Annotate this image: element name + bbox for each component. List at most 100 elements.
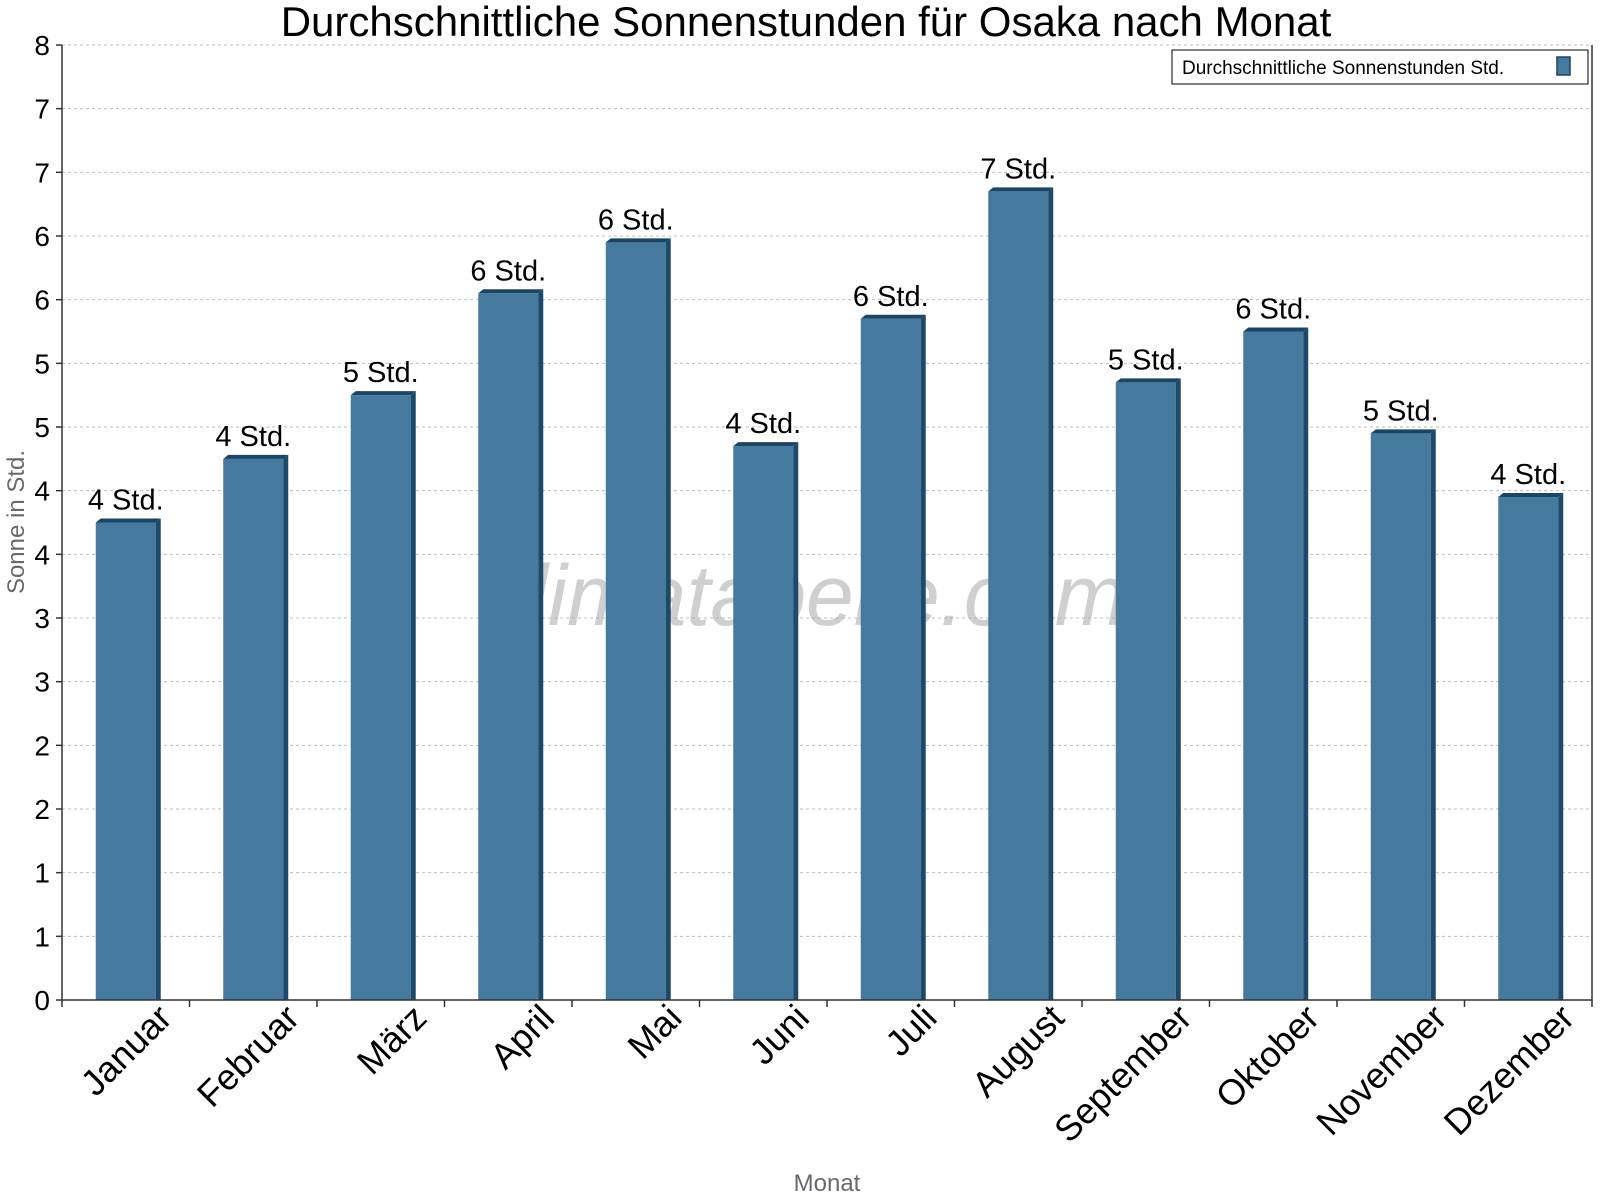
bar-juli [860,314,926,1000]
x-tick-label: Juli [877,997,944,1064]
y-tick-label: 3 [34,603,50,634]
bar-side [155,518,161,1000]
x-axis-title: Monat [794,1170,861,1197]
bar-side [410,391,416,1001]
bar-februar [223,454,289,1000]
bar-top [988,187,1054,192]
bar-side [920,314,926,1000]
y-tick-label: 7 [34,157,50,188]
y-tick-label: 1 [34,921,50,952]
x-tick-label: November [1308,997,1454,1143]
bar-top [1243,327,1309,332]
y-tick-label: 6 [34,221,50,252]
x-tick-label: September [1046,997,1200,1151]
bar-side [1303,327,1309,1000]
x-tick-label: April [482,997,562,1077]
y-tick-label: 6 [34,285,50,316]
bar-top [860,314,926,319]
bar-top [95,518,161,523]
bar-face [733,446,794,1001]
x-tick-label: Juni [741,997,817,1073]
x-tick-label: August [964,997,1072,1105]
bar-face [988,191,1049,1000]
bar-face [223,458,284,1000]
y-tick-label: 1 [34,858,50,889]
y-tick-label: 2 [34,794,50,825]
bar-face [1243,331,1304,1000]
bar-side [793,442,799,1001]
bar-face [1115,382,1176,1000]
y-tick-label: 0 [34,985,50,1016]
bar-oktober [1243,327,1309,1000]
bar-face [1370,433,1431,1000]
bar-side [665,238,671,1000]
y-tick-label: 2 [34,730,50,761]
bar-top [605,238,671,243]
bar-januar [95,518,161,1000]
bar-side [538,289,544,1000]
data-label: 7 Std. [980,153,1056,185]
bar-side [1175,378,1181,1000]
data-label: 6 Std. [853,281,929,313]
y-tick-label: 5 [34,412,50,443]
bar-face [605,242,666,1000]
y-tick-label: 4 [34,539,50,570]
bar-top [733,442,799,447]
y-tick-label: 4 [34,476,50,507]
x-tick-label: März [349,997,435,1083]
data-label: 5 Std. [1108,344,1184,376]
legend: Durchschnittliche Sonnenstunden Std. [1171,49,1589,85]
x-tick-label: Januar [73,997,180,1104]
bar-side [1430,429,1436,1000]
data-label: 5 Std. [1363,395,1439,427]
data-label: 5 Std. [343,357,419,389]
chart-title: Durchschnittliche Sonnenstunden für Osak… [281,0,1332,45]
gridlines [62,44,1592,937]
data-label: 6 Std. [1235,294,1311,326]
x-tick-label: Februar [189,997,307,1115]
bar-face [478,293,539,1000]
bar-august [988,187,1054,1000]
bar-side [283,454,289,1000]
data-label: 6 Std. [470,255,546,287]
bar-mai [605,238,671,1000]
x-axis-ticks: Januar Februar März April Mai Juni Juli AugustS… [61,997,1593,1151]
legend-label: Durchschnittliche Sonnenstunden Std. [1182,58,1504,79]
y-axis-title: Sonne in Std. [3,450,30,594]
legend-swatch [1556,56,1571,76]
bar-top [223,454,289,459]
data-label: 4 Std. [215,421,291,453]
x-tick-label: Mai [619,997,689,1067]
bar-side [1048,187,1054,1000]
y-tick-label: 5 [34,348,50,379]
bar-top [478,289,544,294]
bar-top [1115,378,1181,383]
bars [95,187,1564,1001]
bar-september [1115,378,1181,1000]
data-label: 4 Std. [1490,459,1566,491]
bar-face [860,318,921,1000]
x-tick-label: Dezember [1435,997,1581,1143]
bar-side [1558,493,1564,1000]
bar-april [478,289,544,1000]
bar-dezember [1498,493,1564,1000]
y-axis-ticks: 0 1 1 2 2 3 3 4 4 5 5 6 6 7 7 8 [34,30,62,1016]
bar-november [1370,429,1436,1000]
bar-top [1498,493,1564,498]
data-label: 4 Std. [88,485,164,517]
y-tick-label: 3 [34,667,50,698]
data-label: 4 Std. [725,408,801,440]
x-tick-label: Oktober [1207,997,1327,1117]
bar-märz [350,391,416,1001]
bar-face [350,395,411,1001]
bar-juni [733,442,799,1001]
bar-top [350,391,416,396]
legend-box [1171,49,1589,85]
y-tick-label: 8 [34,30,50,61]
bar-face [1498,497,1559,1000]
y-tick-label: 7 [34,94,50,125]
bar-top [1370,429,1436,434]
bar-face [95,522,156,1000]
data-labels: 4 Std. 4 Std. 5 Std. 6 Std. 6 Std. 4 Std. 6 St… [88,153,1566,516]
